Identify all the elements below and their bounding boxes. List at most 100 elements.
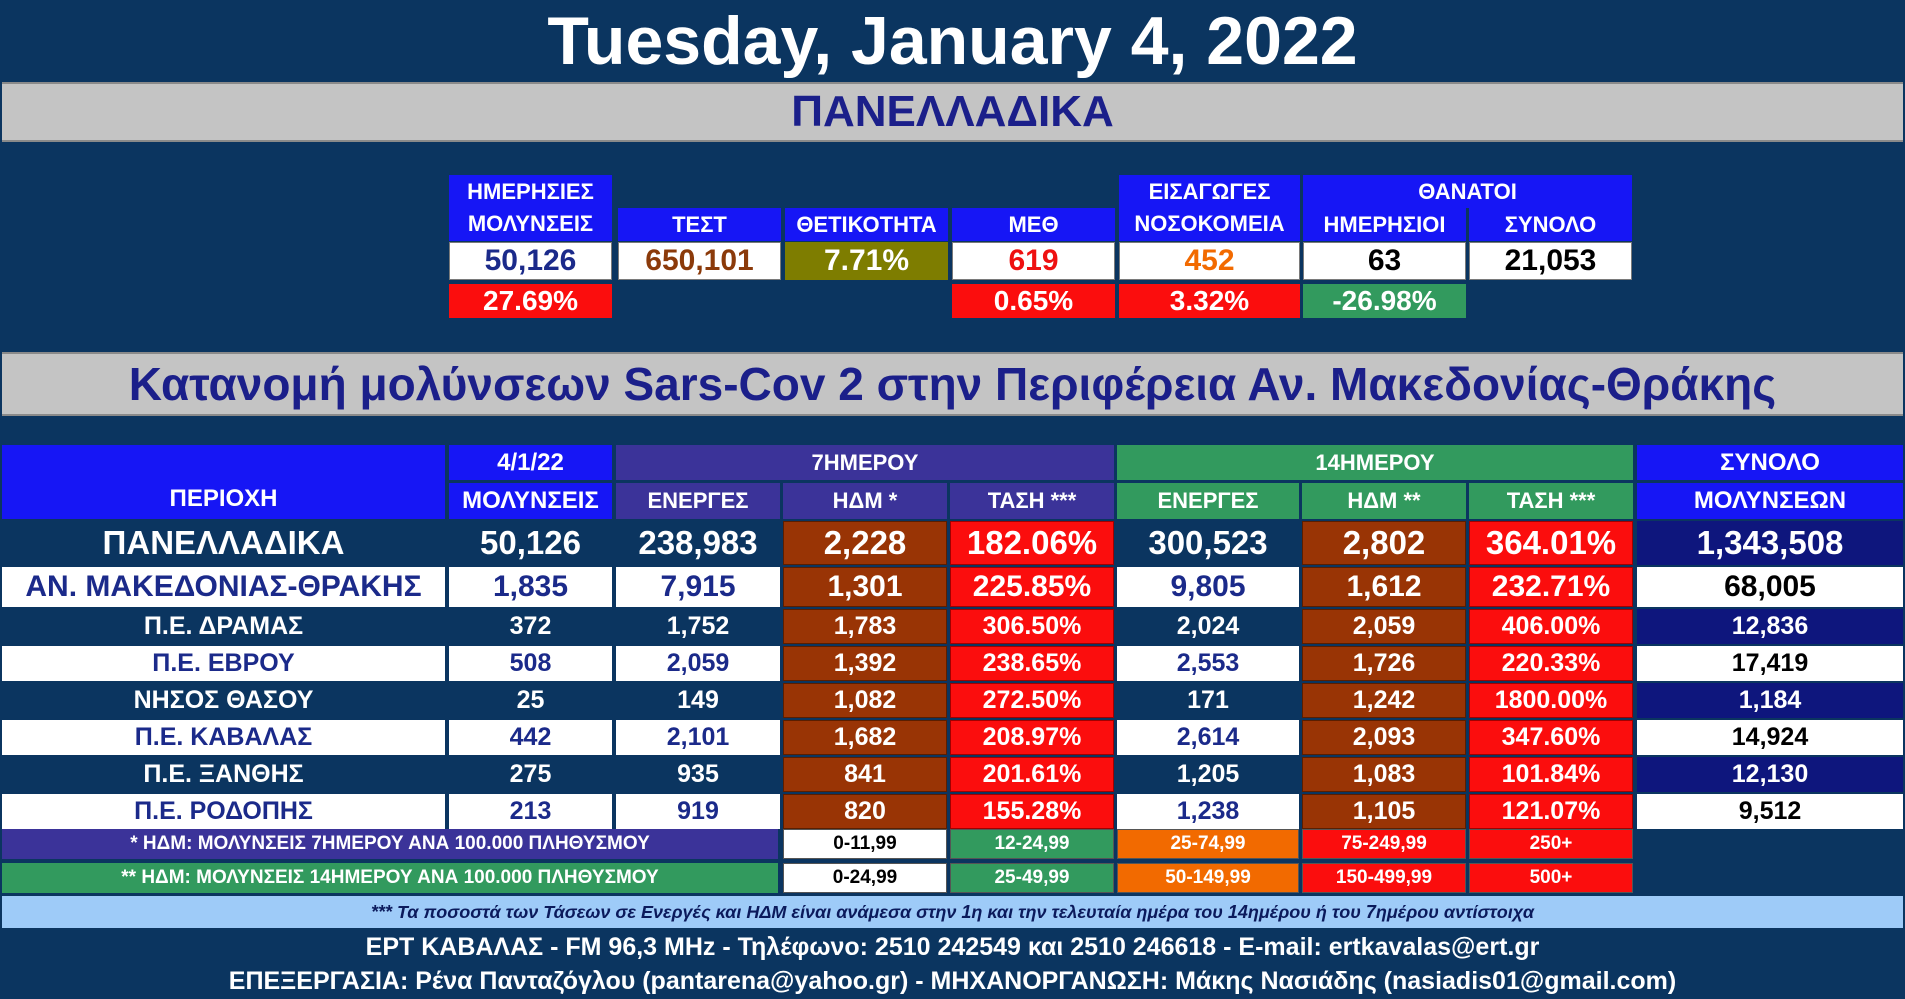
table-cell-ndm14: 1,726	[1302, 646, 1466, 681]
table-cell-trend14: 347.60%	[1469, 720, 1633, 755]
table-cell-region: Π.Ε. ΚΑΒΑΛΑΣ	[2, 720, 445, 755]
table-cell-total: 14,924	[1637, 720, 1903, 755]
table-cell-trend7: 182.06%	[950, 521, 1114, 565]
table-cell-active14: 171	[1117, 683, 1299, 718]
table-cell-ndm14: 2,059	[1302, 609, 1466, 644]
header-14day: 14ΗΜΕΡΟΥ	[1117, 445, 1633, 480]
table-cell-active7: 919	[616, 794, 780, 829]
table-cell-region: ΝΗΣΟΣ ΘΑΣΟΥ	[2, 683, 445, 718]
header-daily-cases-line2: ΜΟΛΥΝΣΕΙΣ	[467, 211, 594, 236]
header-trend-14: ΤΑΣΗ ***	[1469, 483, 1633, 519]
table-cell-total: 68,005	[1637, 567, 1903, 607]
table-cell-region: Π.Ε. ΡΟΔΟΠΗΣ	[2, 794, 445, 829]
header-daily-cases: ΗΜΕΡΗΣΙΕΣ ΜΟΛΥΝΣΕΙΣ	[449, 175, 612, 241]
table-cell-cases: 372	[449, 609, 612, 644]
header-ndm-14: ΗΔΜ **	[1302, 483, 1466, 519]
table-cell-cases: 275	[449, 757, 612, 792]
table-cell-trend7: 225.85%	[950, 567, 1114, 607]
table-cell-active7: 238,983	[616, 521, 780, 565]
legend-range-l7-1: 12-24,99	[950, 829, 1114, 859]
table-cell-trend14: 1800.00%	[1469, 683, 1633, 718]
table-cell-trend7: 208.97%	[950, 720, 1114, 755]
legend-range-l14-2: 50-149,99	[1117, 863, 1299, 893]
table-cell-ndm7: 841	[783, 757, 947, 792]
footnote: *** Τα ποσοστά των Τάσεων σε Ενεργές και…	[2, 896, 1903, 928]
table-cell-ndm14: 1,105	[1302, 794, 1466, 829]
table-cell-ndm7: 820	[783, 794, 947, 829]
header-admissions-line2: ΝΟΣΟΚΟΜΕΙΑ	[1134, 211, 1285, 236]
table-cell-trend14: 121.07%	[1469, 794, 1633, 829]
table-cell-cases: 213	[449, 794, 612, 829]
table-cell-trend7: 238.65%	[950, 646, 1114, 681]
table-cell-region: Π.Ε. ΕΒΡΟΥ	[2, 646, 445, 681]
value-admissions: 452	[1119, 242, 1300, 280]
table-cell-ndm7: 1,392	[783, 646, 947, 681]
change-daily-cases: 27.69%	[449, 284, 612, 318]
legend-range-l7-2: 25-74,99	[1117, 829, 1299, 859]
table-cell-ndm14: 2,093	[1302, 720, 1466, 755]
header-deaths-total: ΣΥΝΟΛΟ	[1469, 208, 1632, 241]
table-cell-ndm7: 2,228	[783, 521, 947, 565]
table-cell-active14: 300,523	[1117, 521, 1299, 565]
table-cell-active14: 2,614	[1117, 720, 1299, 755]
table-cell-ndm7: 1,783	[783, 609, 947, 644]
change-deaths: -26.98%	[1303, 284, 1466, 318]
table-cell-total: 17,419	[1637, 646, 1903, 681]
header-admissions: ΕΙΣΑΓΩΓΕΣ ΝΟΣΟΚΟΜΕΙΑ	[1119, 175, 1300, 241]
legend-7day-label: * ΗΔΜ: ΜΟΛΥΝΣΕΙΣ 7ΗΜΕΡΟΥ ΑΝΑ 100.000 ΠΛΗ…	[2, 829, 778, 859]
header-active-14: ΕΝΕΡΓΕΣ	[1117, 483, 1299, 519]
table-cell-trend7: 201.61%	[950, 757, 1114, 792]
section-nationwide-title: ΠΑΝΕΛΛΑΔΙΚΑ	[2, 82, 1903, 142]
value-deaths-daily: 63	[1303, 242, 1466, 280]
header-date: 4/1/22	[449, 445, 612, 480]
header-tests: ΤΕΣΤ	[618, 208, 781, 241]
table-cell-trend14: 232.71%	[1469, 567, 1633, 607]
page-title: Tuesday, January 4, 2022	[547, 3, 1358, 79]
legend-range-l7-0: 0-11,99	[783, 829, 947, 859]
header-trend-7: ΤΑΣΗ ***	[950, 483, 1114, 519]
header-total-2: ΜΟΛΥΝΣΕΩΝ	[1637, 483, 1903, 519]
table-cell-ndm14: 1,242	[1302, 683, 1466, 718]
table-cell-active14: 1,238	[1117, 794, 1299, 829]
table-cell-active14: 2,553	[1117, 646, 1299, 681]
header-daily-cases-line1: ΗΜΕΡΗΣΙΕΣ	[467, 179, 594, 204]
header-cases: ΜΟΛΥΝΣΕΙΣ	[449, 483, 612, 519]
footer-credits: ΕΠΕΞΕΡΓΑΣΙΑ: Ρένα Πανταζόγλου (pantarena…	[228, 966, 1677, 995]
table-cell-trend7: 306.50%	[950, 609, 1114, 644]
table-cell-active14: 2,024	[1117, 609, 1299, 644]
table-cell-ndm7: 1,082	[783, 683, 947, 718]
table-cell-trend14: 220.33%	[1469, 646, 1633, 681]
header-deaths-daily: ΗΜΕΡΗΣΙΟΙ	[1303, 208, 1466, 241]
table-cell-trend7: 272.50%	[950, 683, 1114, 718]
table-cell-cases: 25	[449, 683, 612, 718]
change-admissions: 3.32%	[1119, 284, 1300, 318]
table-cell-active7: 2,059	[616, 646, 780, 681]
header-region: ΠΕΡΙΟΧΗ	[2, 445, 445, 519]
footer-contact: ΕΡΤ ΚΑΒΑΛΑΣ - FM 96,3 MHz - Τηλέφωνο: 25…	[365, 932, 1540, 961]
table-cell-total: 1,343,508	[1637, 521, 1903, 565]
legend-range-l14-1: 25-49,99	[950, 863, 1114, 893]
table-cell-active14: 1,205	[1117, 757, 1299, 792]
table-cell-cases: 1,835	[449, 567, 612, 607]
table-cell-ndm14: 2,802	[1302, 521, 1466, 565]
change-icu: 0.65%	[952, 284, 1115, 318]
table-cell-active7: 7,915	[616, 567, 780, 607]
legend-range-l14-4: 500+	[1469, 863, 1633, 893]
table-cell-ndm7: 1,682	[783, 720, 947, 755]
legend-range-l7-4: 250+	[1469, 829, 1633, 859]
table-cell-ndm14: 1,083	[1302, 757, 1466, 792]
header-deaths: ΘΑΝΑΤΟΙ	[1303, 175, 1632, 208]
header-7day: 7ΗΜΕΡΟΥ	[616, 445, 1114, 480]
table-cell-active7: 1,752	[616, 609, 780, 644]
table-cell-trend14: 406.00%	[1469, 609, 1633, 644]
legend-range-l14-3: 150-499,99	[1302, 863, 1466, 893]
header-ndm-7: ΗΔΜ *	[783, 483, 947, 519]
table-cell-region: ΠΑΝΕΛΛΑΔΙΚΑ	[2, 521, 445, 565]
table-cell-trend7: 155.28%	[950, 794, 1114, 829]
table-cell-cases: 50,126	[449, 521, 612, 565]
table-cell-ndm7: 1,301	[783, 567, 947, 607]
legend-14day-label: ** ΗΔΜ: ΜΟΛΥΝΣΕΙΣ 14ΗΜΕΡΟΥ ΑΝΑ 100.000 Π…	[2, 863, 778, 893]
table-cell-cases: 508	[449, 646, 612, 681]
table-cell-active14: 9,805	[1117, 567, 1299, 607]
table-cell-region: Π.Ε. ΔΡΑΜΑΣ	[2, 609, 445, 644]
